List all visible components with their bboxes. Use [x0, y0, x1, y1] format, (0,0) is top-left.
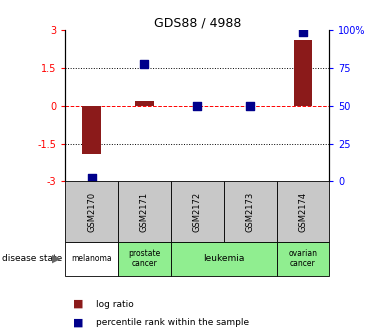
Text: log ratio: log ratio — [96, 300, 134, 308]
Point — [300, 29, 306, 35]
Bar — [277, 181, 329, 242]
Point — [88, 176, 95, 181]
Text: GSM2172: GSM2172 — [193, 192, 202, 232]
Bar — [65, 242, 118, 276]
Text: GSM2170: GSM2170 — [87, 192, 96, 232]
Bar — [118, 242, 171, 276]
Text: disease state: disease state — [2, 254, 62, 263]
Text: ■: ■ — [73, 299, 83, 309]
Bar — [135, 101, 154, 106]
Text: ovarian
cancer: ovarian cancer — [288, 249, 318, 268]
Text: ▶: ▶ — [52, 254, 61, 264]
Text: melanoma: melanoma — [71, 254, 112, 263]
Point — [247, 103, 253, 109]
Bar — [82, 106, 101, 154]
Point — [141, 61, 147, 66]
Point — [194, 103, 200, 109]
Text: GSM2173: GSM2173 — [246, 192, 255, 232]
Text: GSM2174: GSM2174 — [298, 192, 308, 232]
Text: GSM2171: GSM2171 — [140, 192, 149, 232]
Bar — [277, 242, 329, 276]
Bar — [171, 242, 277, 276]
Bar — [224, 181, 277, 242]
Bar — [294, 40, 312, 106]
Bar — [171, 181, 224, 242]
Bar — [118, 181, 171, 242]
Bar — [65, 181, 118, 242]
Text: percentile rank within the sample: percentile rank within the sample — [96, 318, 249, 327]
Text: ■: ■ — [73, 318, 83, 328]
Text: leukemia: leukemia — [203, 254, 244, 263]
Title: GDS88 / 4988: GDS88 / 4988 — [154, 16, 241, 29]
Text: prostate
cancer: prostate cancer — [128, 249, 160, 268]
